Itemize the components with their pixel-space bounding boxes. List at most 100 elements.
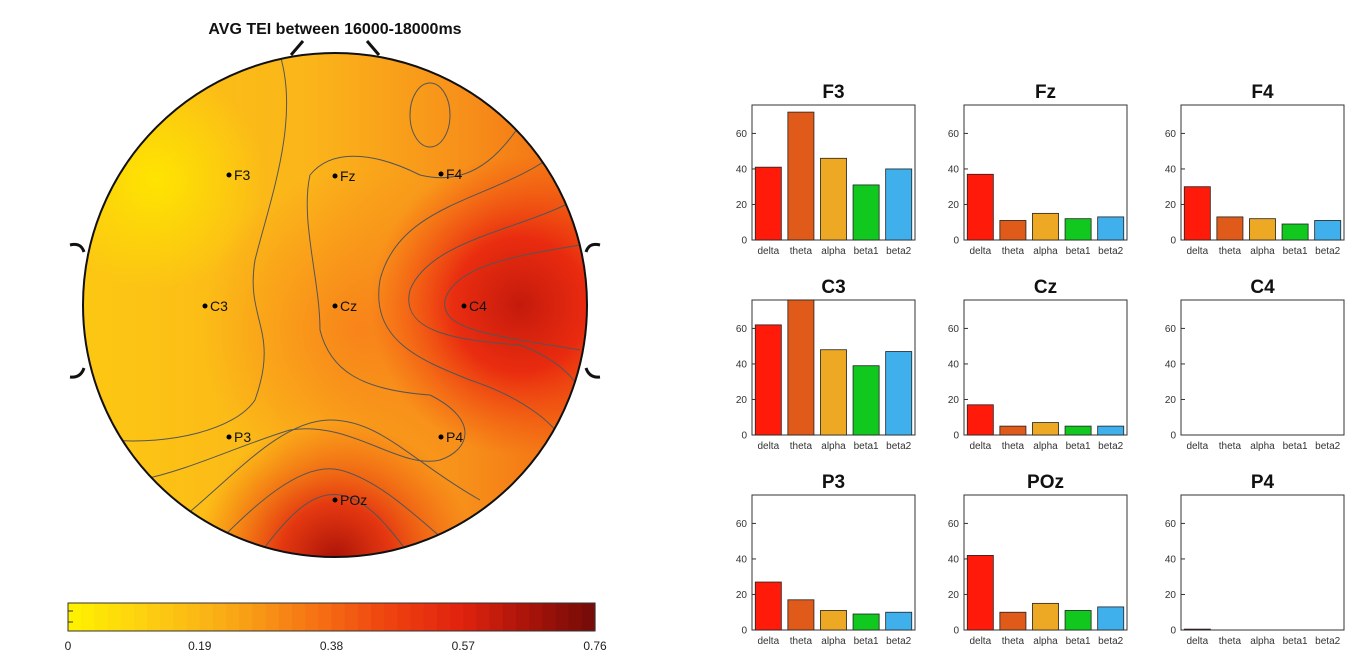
y-tick-label: 20 <box>1165 395 1177 406</box>
y-tick-label: 40 <box>736 164 748 175</box>
bar-delta <box>966 404 994 436</box>
colorbar-step <box>68 603 82 631</box>
bar-panel-title: F3 <box>822 82 844 103</box>
electrode-label: Cz <box>340 298 357 314</box>
colorbar-step <box>252 603 267 631</box>
bar-beta2 <box>1314 220 1342 241</box>
x-tick-label: theta <box>790 636 813 647</box>
bar-panel-title: P4 <box>1251 472 1275 493</box>
y-tick-label: 0 <box>1170 431 1176 442</box>
x-tick-label: delta <box>969 441 991 452</box>
bar-delta <box>1183 628 1211 631</box>
bar-panel-fz: Fz 0 20 40 60 delta theta alpha beta1 beta2 <box>948 82 1128 257</box>
colorbar-step <box>107 603 122 631</box>
x-tick-label: beta1 <box>1066 246 1091 257</box>
electrode-dot <box>332 303 338 309</box>
bar-delta <box>966 173 994 241</box>
x-tick-label: theta <box>790 246 813 257</box>
x-tick-label: alpha <box>821 636 846 647</box>
colorbar-step <box>344 603 359 631</box>
bar-beta1 <box>852 184 880 241</box>
bar-delta <box>1183 186 1211 241</box>
bar-beta1 <box>852 365 880 436</box>
colorbar-step <box>463 603 478 631</box>
y-tick-label: 0 <box>953 626 959 637</box>
y-tick-label: 40 <box>1165 554 1177 565</box>
colorbar-step <box>515 603 530 631</box>
colorbar-step <box>305 603 319 631</box>
x-tick-label: beta1 <box>1283 246 1308 257</box>
bar-panel-p4: P4 0 20 40 60 delta theta alpha beta1 beta2 <box>1165 472 1345 647</box>
bar-panel-c3: C3 0 20 40 60 delta theta alpha beta1 beta2 <box>736 277 916 452</box>
x-tick-label: delta <box>757 636 779 647</box>
colorbar-step <box>278 603 293 631</box>
contour-lines <box>109 54 581 557</box>
colorbar-step <box>476 603 491 631</box>
y-tick-label: 40 <box>736 359 748 370</box>
x-tick-label: delta <box>1186 441 1208 452</box>
bar-theta <box>999 425 1027 436</box>
y-tick-label: 60 <box>736 129 748 140</box>
x-tick-label: alpha <box>1250 636 1275 647</box>
electrode-dot <box>438 171 444 177</box>
colorbar-step <box>384 603 398 631</box>
topoplot: AVG TEI between 16000-18000ms <box>65 21 607 653</box>
bar-panel-poz: POz 0 20 40 60 delta theta alpha beta1 beta2 <box>948 472 1128 647</box>
x-tick-label: beta2 <box>1098 636 1123 647</box>
colorbar-step <box>502 603 517 631</box>
x-tick-label: beta2 <box>886 246 911 257</box>
x-tick-label: beta2 <box>1098 441 1123 452</box>
colorbar-tick-label: 0.57 <box>452 639 476 653</box>
x-tick-label: alpha <box>1033 636 1058 647</box>
y-tick-label: 20 <box>1165 590 1177 601</box>
x-tick-label: theta <box>1219 636 1242 647</box>
colorbar-step <box>199 603 214 631</box>
y-tick-label: 20 <box>1165 200 1177 211</box>
bar-beta2 <box>1097 425 1125 436</box>
bar-panel-f4: F4 0 20 40 60 delta theta alpha beta1 beta2 <box>1165 82 1345 257</box>
bar-panel-title: P3 <box>822 472 845 493</box>
colorbar-step <box>186 603 201 631</box>
x-tick-label: theta <box>1002 636 1025 647</box>
y-tick-label: 20 <box>736 200 748 211</box>
x-tick-label: theta <box>790 441 813 452</box>
x-tick-label: theta <box>1002 441 1025 452</box>
colorbar-step <box>133 603 148 631</box>
x-tick-label: alpha <box>1033 246 1058 257</box>
electrode-label: C4 <box>469 298 487 314</box>
bar-beta1 <box>1064 425 1092 436</box>
bar-beta1 <box>852 613 880 631</box>
colorbar-tick-labels: 0 0.19 0.38 0.57 0.76 <box>65 639 607 653</box>
y-tick-label: 0 <box>741 236 747 247</box>
electrode-dot <box>461 303 467 309</box>
x-tick-label: beta1 <box>854 246 879 257</box>
right-ear <box>584 242 601 379</box>
y-tick-label: 60 <box>736 324 748 335</box>
y-tick-label: 60 <box>948 129 960 140</box>
y-tick-label: 0 <box>741 431 747 442</box>
bar-beta1 <box>1064 218 1092 241</box>
x-tick-label: delta <box>1186 636 1208 647</box>
y-tick-label: 40 <box>948 164 960 175</box>
colorbar-step <box>450 603 464 631</box>
y-tick-label: 0 <box>953 431 959 442</box>
colorbar-step <box>489 603 504 631</box>
electrode-label: F3 <box>234 167 251 183</box>
y-tick-label: 40 <box>736 554 748 565</box>
x-tick-label: alpha <box>821 441 846 452</box>
y-tick-label: 60 <box>1165 324 1177 335</box>
electrode-dot <box>226 172 232 178</box>
x-tick-label: theta <box>1219 441 1242 452</box>
colorbar-step <box>331 603 346 631</box>
colorbar: 0 0.19 0.38 0.57 0.76 <box>65 602 607 653</box>
x-tick-label: delta <box>757 441 779 452</box>
y-tick-label: 0 <box>1170 626 1176 637</box>
bar-delta <box>754 581 782 631</box>
colorbar-step <box>160 603 174 631</box>
x-tick-label: theta <box>1002 246 1025 257</box>
x-tick-label: beta2 <box>1315 441 1340 452</box>
colorbar-step <box>357 603 372 631</box>
colorbar-step <box>173 603 188 631</box>
x-tick-label: delta <box>969 246 991 257</box>
